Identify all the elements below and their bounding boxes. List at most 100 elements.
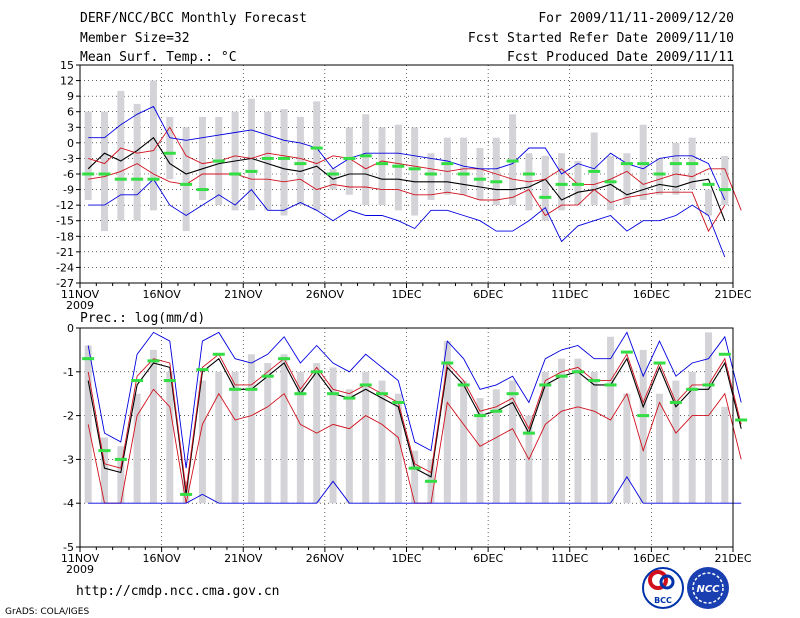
prec-range-bar [623, 393, 631, 504]
member-size-label: Member Size=32 [80, 31, 190, 46]
prec-range-bar [672, 380, 680, 504]
prec-ytick-label: -2 [63, 410, 74, 423]
temp-range-bar [541, 155, 549, 221]
prec-forecast-marker [114, 457, 127, 461]
prec-forecast-marker [506, 392, 519, 396]
temp-forecast-marker [147, 177, 160, 181]
temp-range-bar [247, 98, 255, 211]
ncc-logo: NCC [687, 567, 729, 609]
prec-forecast-marker [620, 350, 633, 354]
grads-credit: GrADS: COLA/IGES [5, 607, 89, 617]
temp-range-bar [427, 153, 435, 200]
temp-forecast-marker [473, 177, 486, 181]
temp-xtick-label: 26NOV [306, 288, 345, 301]
temp-forecast-marker [376, 162, 389, 166]
prec-forecast-marker [718, 352, 731, 356]
temp-range-bar [672, 142, 680, 195]
temp-ytick-label: 0 [67, 137, 74, 150]
variable-label: Mean Surf. Temp.: °C [80, 50, 237, 65]
temp-range-bar [100, 111, 108, 232]
prec-forecast-marker [686, 387, 699, 391]
temp-forecast-marker [98, 172, 111, 176]
prec-forecast-marker [343, 396, 356, 400]
prec-range-bar [231, 371, 239, 504]
temp-range-bar [149, 80, 157, 211]
prec-forecast-marker [653, 361, 666, 365]
temp-ytick-label: 3 [67, 121, 74, 134]
prec-forecast-marker [294, 392, 307, 396]
temp-range-bar [492, 137, 500, 206]
temp-forecast-marker [718, 188, 731, 192]
prec-range-bar [215, 371, 223, 504]
prec-year-label: 2009 [66, 563, 94, 576]
temp-ytick-label: -9 [63, 184, 74, 197]
prec-range-bar [84, 345, 92, 504]
temp-forecast-marker [278, 156, 291, 160]
prec-range-bar [166, 371, 174, 504]
temp-ytick-label: 15 [60, 59, 74, 72]
prec-range-bar [492, 389, 500, 504]
temp-forecast-marker [555, 182, 568, 186]
temp-forecast-marker [327, 172, 340, 176]
temp-forecast-marker [490, 180, 503, 184]
temp-range-bar [280, 109, 288, 216]
temp-forecast-marker [604, 180, 617, 184]
prec-forecast-marker [310, 370, 323, 374]
prec-range-bar [329, 367, 337, 504]
prec-forecast-marker [522, 431, 535, 435]
prec-forecast-marker [702, 383, 715, 387]
temp-ytick-label: -24 [56, 261, 74, 274]
temp-forecast-marker [310, 146, 323, 150]
temp-range-bar [166, 116, 174, 180]
temp-forecast-marker [163, 151, 176, 155]
prec-ytick-label: 0 [67, 322, 74, 335]
prec-forecast-marker [180, 492, 193, 496]
prec-xtick-label: 6DEC [473, 552, 503, 565]
bcc-logo-text: BCC [654, 596, 672, 605]
prec-forecast-marker [212, 352, 225, 356]
prec-forecast-marker [327, 392, 340, 396]
prec-forecast-marker [278, 357, 291, 361]
forecast-start-date: Fcst Started Refer Date 2009/11/10 [467, 31, 734, 46]
temp-ytick-label: 6 [67, 106, 74, 119]
prec-xtick-label: 1DEC [391, 552, 421, 565]
temp-forecast-marker [114, 177, 127, 181]
temp-lower-band-line [88, 163, 726, 233]
prec-range-bar [100, 437, 108, 504]
prec-forecast-marker [229, 387, 242, 391]
temp-year-label: 2009 [66, 299, 94, 312]
temp-xtick-label: 16NOV [143, 288, 182, 301]
temp-range-bar [345, 127, 353, 195]
source-url[interactable]: http://cmdp.ncc.cma.gov.cn [76, 584, 280, 599]
temp-ytick-label: -18 [56, 230, 74, 243]
prec-xtick-label: 11NOV [61, 552, 100, 565]
prec-forecast-marker [473, 414, 486, 418]
forecast-produced-date: Fcst Produced Date 2009/11/11 [507, 50, 734, 65]
temp-ytick-label: -15 [56, 215, 74, 228]
prec-forecast-marker [555, 374, 568, 378]
chart-title: DERF/NCC/BCC Monthly Forecast [80, 11, 307, 26]
temp-range-bar [411, 127, 419, 216]
temp-ytick-label: -27 [56, 277, 74, 290]
prec-forecast-marker [669, 400, 682, 404]
temp-range-bar [362, 114, 370, 206]
temp-forecast-marker [506, 159, 519, 163]
temp-ytick-label: 9 [67, 90, 74, 103]
temp-forecast-marker [408, 167, 421, 171]
temp-xtick-label: 21DEC [714, 288, 751, 301]
temp-forecast-marker [196, 188, 209, 192]
prec-range-bar [656, 393, 664, 504]
temp-range-bar [378, 127, 386, 206]
prec-forecast-marker [98, 449, 111, 453]
prec-ytick-label: -5 [63, 541, 74, 554]
temp-forecast-marker [669, 162, 682, 166]
prec-forecast-marker [539, 383, 552, 387]
temp-forecast-marker [424, 172, 437, 176]
prec-range-bar [509, 380, 517, 504]
prec-range-bar [345, 389, 353, 504]
prec-range-bar [149, 349, 157, 504]
temp-ensemble-mean-line [87, 136, 726, 221]
temp-forecast-marker [229, 172, 242, 176]
temp-forecast-marker [686, 162, 699, 166]
